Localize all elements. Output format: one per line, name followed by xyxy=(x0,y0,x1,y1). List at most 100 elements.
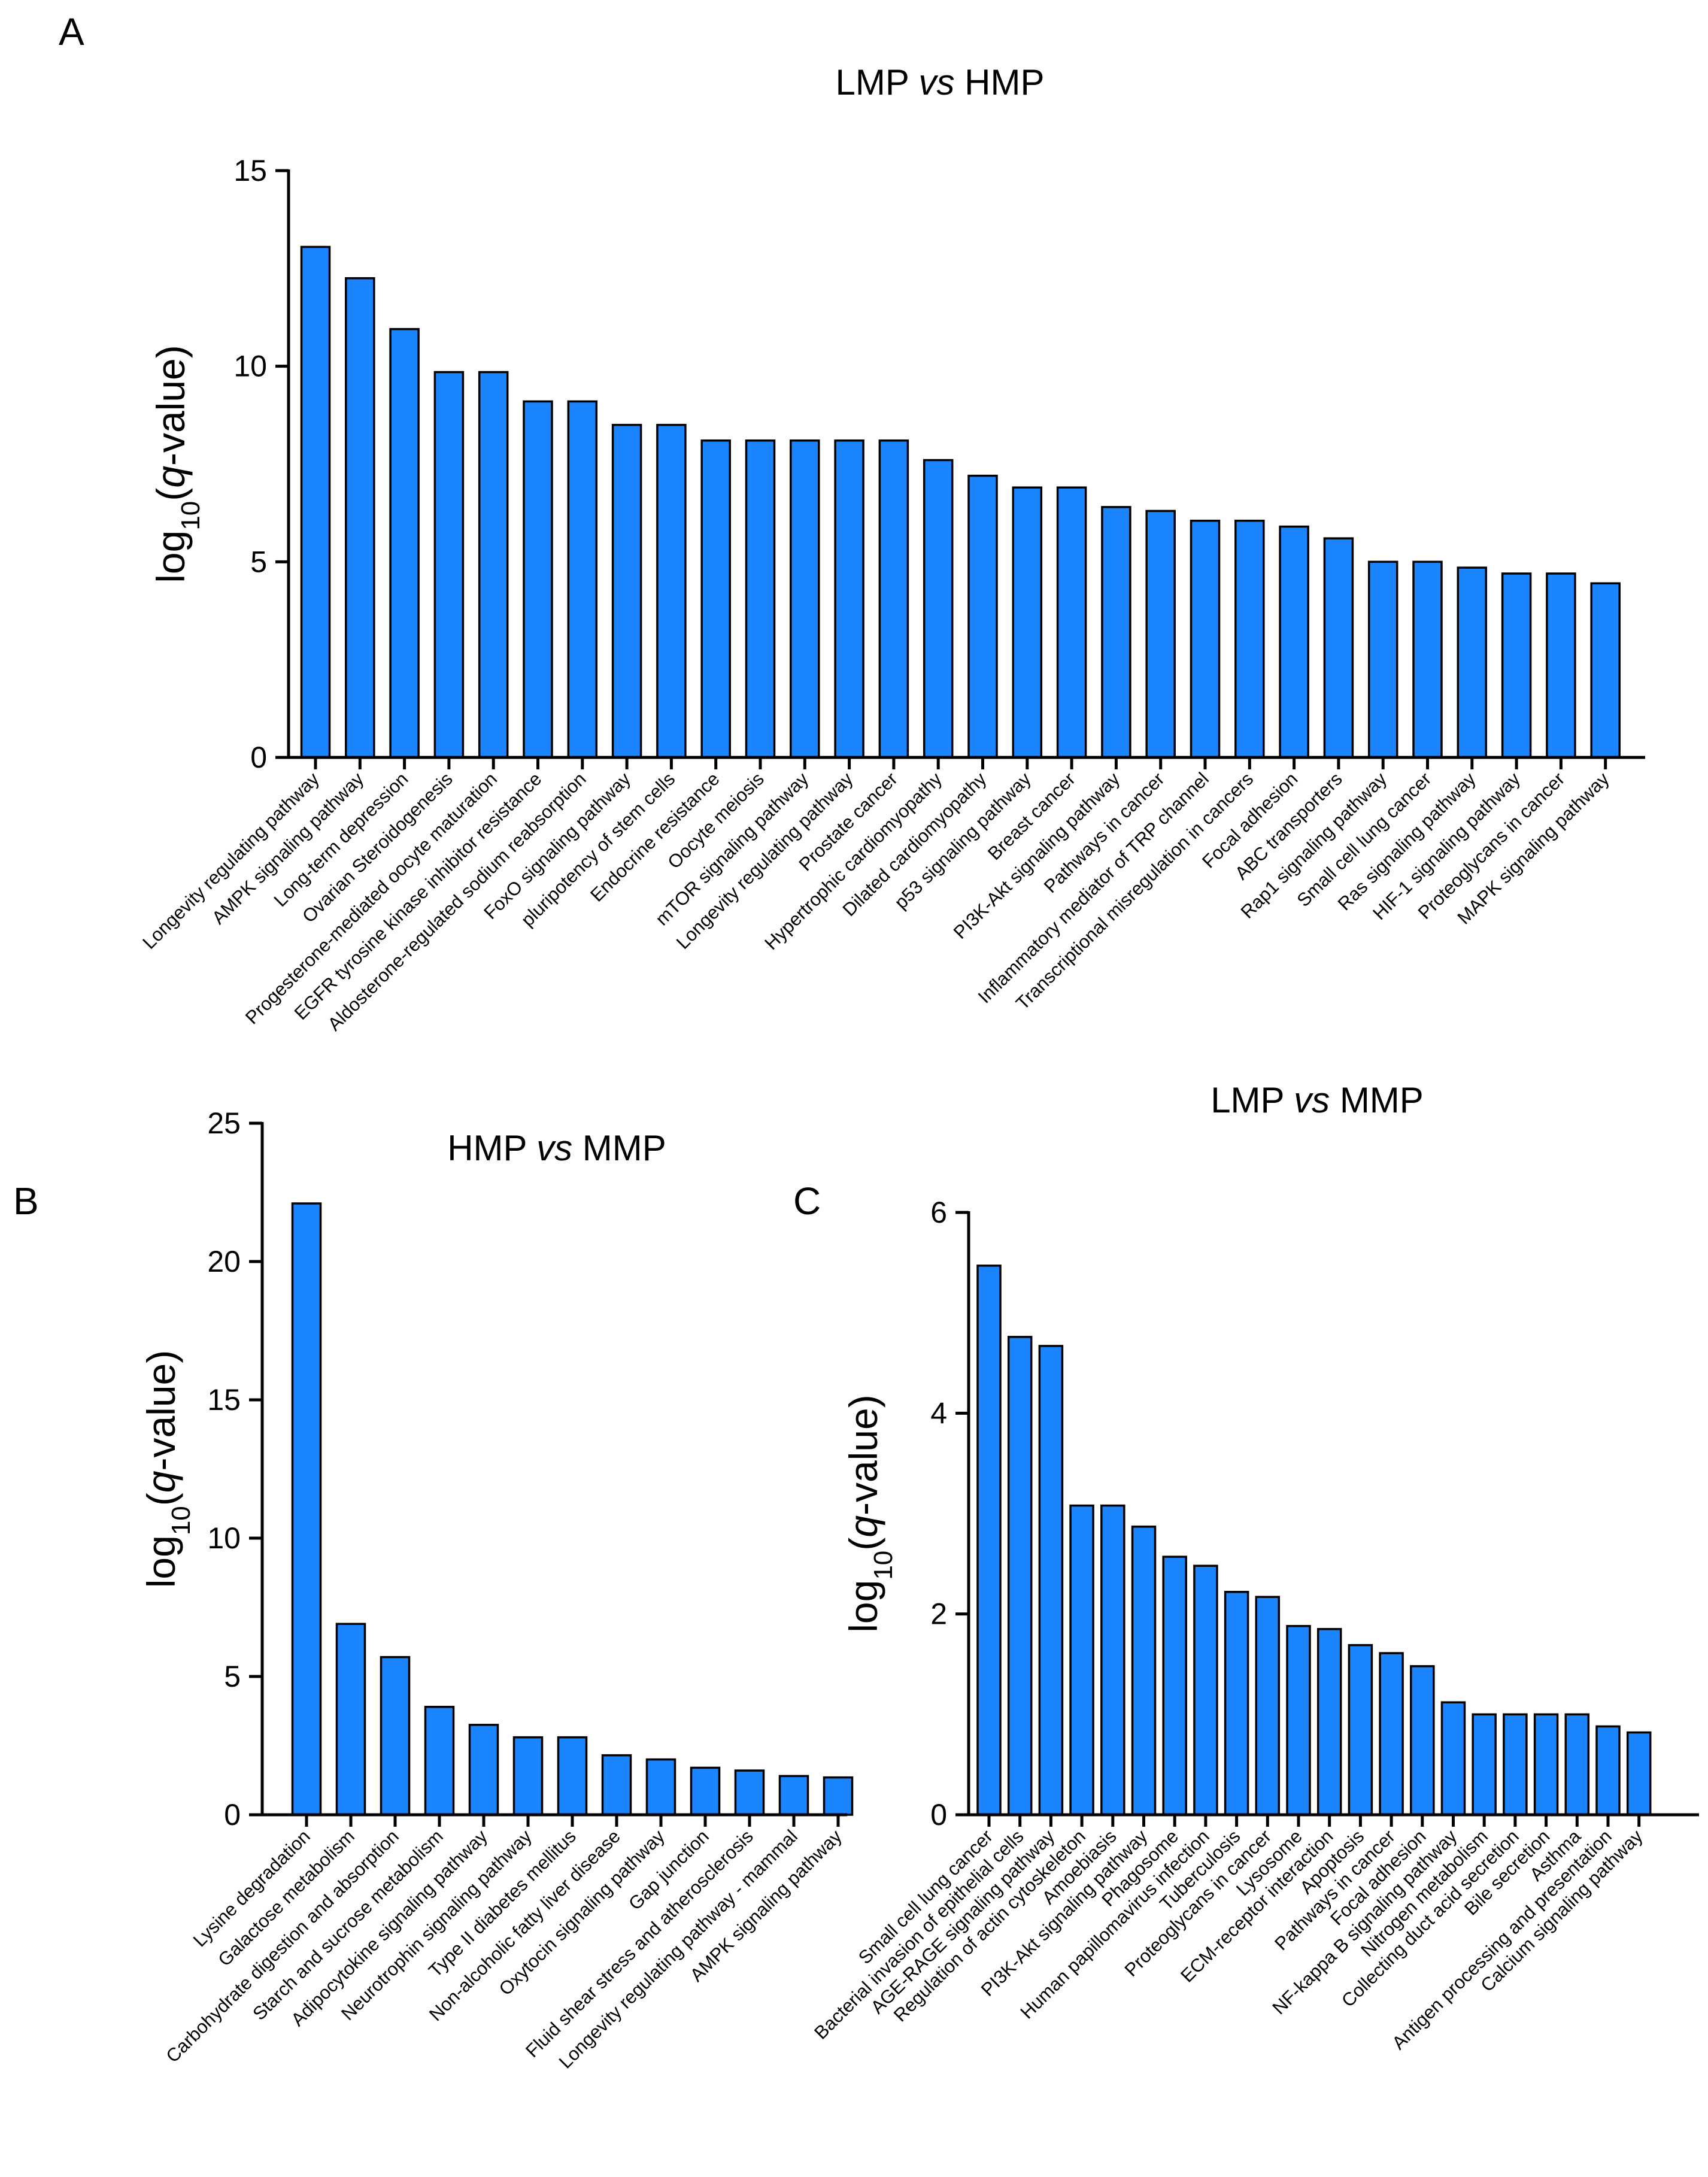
bar xyxy=(1190,519,1221,759)
bar xyxy=(1131,1526,1157,1816)
bar xyxy=(1056,486,1087,759)
y-tick-label: 10 xyxy=(207,1521,241,1555)
bar xyxy=(1038,1345,1064,1816)
y-axis-title: log10(q-value) xyxy=(139,1350,196,1588)
y-axis-title: log10(q-value) xyxy=(148,345,205,583)
bar xyxy=(601,1754,632,1816)
bar xyxy=(1410,1665,1435,1816)
bar xyxy=(424,1706,455,1816)
bar xyxy=(645,1758,676,1816)
bar xyxy=(512,1736,544,1816)
bar xyxy=(834,439,864,759)
bar xyxy=(1626,1731,1652,1816)
bar xyxy=(1101,506,1131,759)
bar xyxy=(1412,560,1443,759)
y-tick-label: 4 xyxy=(930,1396,947,1430)
chart-title: LMP vs HMP xyxy=(836,62,1045,102)
bar xyxy=(1234,519,1265,759)
chart-title-part: MMP xyxy=(572,1128,666,1168)
bar xyxy=(1224,1591,1249,1816)
bar xyxy=(468,1724,499,1816)
y-axis-title: log10(q-value) xyxy=(841,1394,898,1632)
chart-title-part: vs xyxy=(918,62,954,102)
bar xyxy=(778,1775,809,1816)
bar xyxy=(345,277,375,759)
bar xyxy=(656,423,687,759)
panel-letter: C xyxy=(793,1180,821,1223)
bar xyxy=(690,1766,721,1816)
bar xyxy=(611,423,642,759)
chart-title-part: LMP xyxy=(836,62,919,102)
bar xyxy=(1279,525,1309,759)
bar xyxy=(478,371,509,759)
bar xyxy=(976,1265,1002,1816)
bar xyxy=(1012,486,1043,759)
bar xyxy=(335,1623,366,1816)
x-tick-label: Longevity regulating pathway xyxy=(138,768,323,953)
chart-title-part: vs xyxy=(1294,1080,1330,1120)
bar xyxy=(790,439,820,759)
bar xyxy=(1590,582,1621,759)
bar xyxy=(700,439,731,759)
bar xyxy=(567,400,598,759)
bar xyxy=(1193,1564,1218,1816)
y-axis-title-part: log xyxy=(148,530,193,583)
y-tick-label: 0 xyxy=(250,741,267,774)
y-tick-label: 5 xyxy=(224,1660,241,1693)
bar xyxy=(1316,1628,1342,1816)
bar xyxy=(523,400,553,759)
y-axis-title-part: -value) xyxy=(841,1394,885,1515)
chart-title: HMP vs MMP xyxy=(447,1128,666,1168)
panel-letter: B xyxy=(13,1180,39,1223)
bar xyxy=(380,1656,411,1816)
y-axis-title-part: q xyxy=(148,466,193,488)
bar xyxy=(1457,566,1488,759)
y-axis-title-part: ( xyxy=(841,1538,885,1551)
bar xyxy=(734,1769,765,1816)
y-tick-label: 15 xyxy=(233,154,267,187)
y-axis-title-part: q xyxy=(841,1515,885,1538)
chart-title-part: MMP xyxy=(1330,1080,1424,1120)
bar xyxy=(1533,1713,1559,1816)
bar xyxy=(291,1202,322,1816)
bar xyxy=(300,245,331,759)
y-axis-title-part: log xyxy=(139,1535,183,1588)
y-axis-title-part: -value) xyxy=(139,1350,183,1471)
bar xyxy=(1503,1713,1528,1816)
bar xyxy=(1255,1596,1281,1816)
chart-title-part: HMP xyxy=(954,62,1044,102)
bar xyxy=(878,439,909,759)
y-tick-label: 25 xyxy=(207,1106,241,1140)
bar xyxy=(923,459,954,759)
bar xyxy=(1162,1556,1187,1816)
chart-title-part: vs xyxy=(536,1128,572,1168)
bar xyxy=(745,439,776,759)
bar xyxy=(1546,572,1576,759)
bar xyxy=(1323,537,1354,759)
y-axis-title-part: ( xyxy=(148,488,193,501)
chart-title: LMP vs MMP xyxy=(1211,1080,1424,1120)
bar xyxy=(1348,1644,1373,1816)
y-axis-title-part: log xyxy=(841,1580,885,1633)
bar xyxy=(1440,1701,1466,1816)
panel-letter: A xyxy=(59,10,84,53)
y-tick-label: 0 xyxy=(224,1798,241,1832)
bar xyxy=(1069,1504,1094,1816)
bar xyxy=(389,328,420,759)
y-tick-label: 2 xyxy=(930,1597,947,1631)
y-tick-label: 15 xyxy=(207,1383,241,1417)
bar xyxy=(1595,1725,1621,1816)
y-tick-label: 0 xyxy=(930,1798,947,1832)
bar xyxy=(1286,1625,1311,1816)
y-axis-title-part: -value) xyxy=(148,345,193,466)
bar xyxy=(1145,510,1176,759)
bar xyxy=(1007,1336,1033,1816)
y-axis-title-part: 10 xyxy=(176,501,205,530)
bar xyxy=(967,474,998,759)
chart-title-part: LMP xyxy=(1211,1080,1294,1120)
y-tick-label: 20 xyxy=(207,1245,241,1278)
